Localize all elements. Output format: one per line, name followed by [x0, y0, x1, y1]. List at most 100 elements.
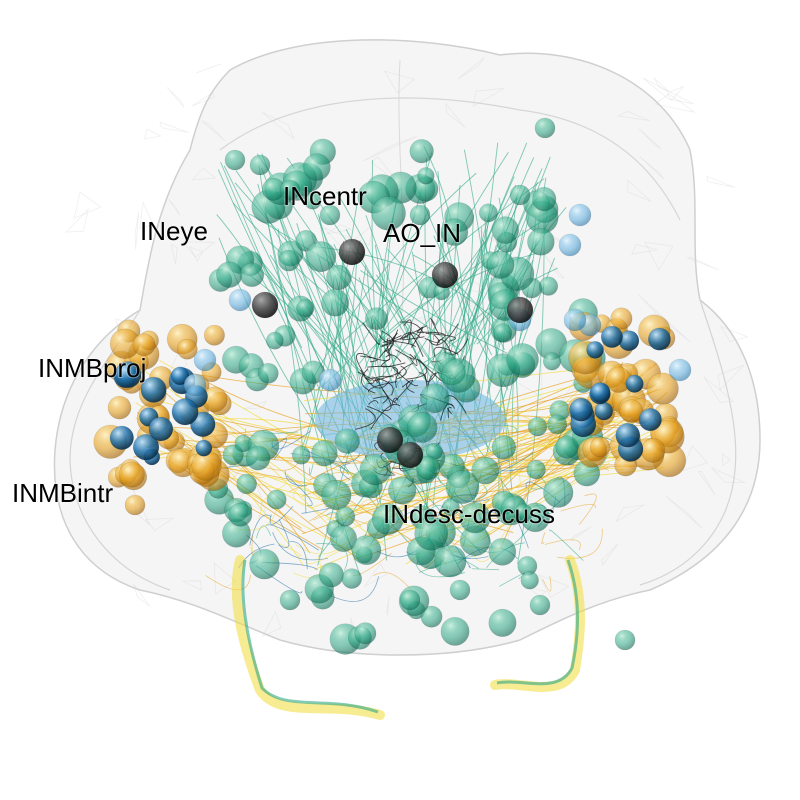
- mesh-facet: [639, 156, 665, 180]
- mesh-facet: [261, 111, 295, 140]
- soma-green: [224, 149, 246, 171]
- black-neurite: [376, 378, 398, 404]
- mesh-facet: [706, 175, 735, 188]
- black-neurite: [367, 381, 397, 393]
- label-inmbintr: INMBintr: [12, 478, 113, 508]
- black-neurite: [365, 377, 376, 381]
- soma-green: [440, 616, 470, 646]
- black-neurite: [401, 336, 425, 341]
- mesh-facet: [261, 610, 282, 638]
- soma-green: [506, 343, 539, 376]
- mesh-facet: [159, 121, 189, 133]
- black-neurite: [410, 327, 423, 348]
- soma-green: [538, 276, 559, 296]
- mesh-facet: [653, 77, 670, 93]
- black-neurite: [406, 359, 428, 380]
- black-neurite: [406, 332, 424, 358]
- soma-green: [509, 184, 531, 206]
- soma-orange: [176, 338, 198, 360]
- mesh-facet: [703, 376, 735, 403]
- soma-green: [291, 445, 311, 465]
- black-neurite: [368, 400, 379, 405]
- soma-blue: [590, 382, 611, 403]
- soma-light-blue: [318, 368, 342, 392]
- mesh-facet: [144, 517, 175, 531]
- soma-green: [547, 414, 568, 435]
- soma-green: [266, 489, 287, 510]
- neurite-mesh: [516, 520, 529, 549]
- soma-green: [614, 629, 636, 651]
- soma-light-blue: [558, 233, 582, 257]
- black-neurite: [400, 321, 424, 334]
- soma-green: [249, 548, 280, 580]
- black-neurite: [373, 396, 389, 404]
- soma-green: [265, 331, 284, 350]
- neurite-green: [334, 178, 545, 350]
- mesh-facet: [143, 128, 162, 140]
- mesh-facet: [133, 583, 151, 607]
- neurite-mesh: [265, 524, 320, 551]
- black-neurite: [425, 333, 456, 342]
- neurite-green: [359, 142, 528, 549]
- black-neurite: [399, 332, 421, 341]
- neurite-mesh: [339, 463, 351, 481]
- mesh-facet: [666, 85, 684, 102]
- neurite-mesh: [306, 548, 343, 565]
- black-neurite: [430, 318, 440, 335]
- soma-green: [236, 473, 257, 495]
- soma-green: [296, 299, 315, 318]
- mesh-facet: [134, 212, 140, 250]
- neurite-mesh: [542, 575, 552, 592]
- mesh-facet: [665, 495, 703, 529]
- neurite-mesh: [471, 568, 500, 571]
- soma-green: [415, 455, 441, 481]
- soma-green: [334, 428, 360, 454]
- soma-green: [257, 362, 279, 384]
- soma-green: [335, 506, 356, 527]
- soma-orange: [124, 494, 146, 516]
- brain-mesh-dome: [219, 97, 681, 221]
- mesh-facet: [182, 241, 216, 258]
- soma-light-blue: [563, 308, 587, 332]
- soma-green: [434, 545, 467, 578]
- neurite-mesh: [544, 539, 581, 550]
- cell-type-labels: INeye INcentr AO_IN INMBproj INMBintr IN…: [11, 180, 556, 530]
- mesh-facet: [654, 93, 695, 113]
- mesh-facet: [472, 87, 505, 108]
- soma-blue: [195, 439, 213, 457]
- soma-blue: [148, 416, 174, 442]
- soma-green: [440, 218, 469, 246]
- soma-green: [351, 535, 382, 566]
- soma-green: [279, 589, 301, 611]
- soma-light-blue: [228, 288, 252, 312]
- soma-green: [449, 579, 471, 601]
- soma-black: [431, 261, 459, 289]
- soma-green: [304, 192, 322, 210]
- soma-orange: [107, 395, 132, 420]
- mesh-facet: [476, 227, 498, 243]
- mesh-facet: [363, 135, 417, 162]
- mesh-facet: [721, 452, 732, 467]
- soma-black: [506, 296, 534, 324]
- soma-green: [399, 589, 421, 611]
- soma-green: [529, 594, 551, 616]
- label-inmbproj: INMBproj: [38, 353, 146, 383]
- mesh-facet: [697, 471, 716, 496]
- soma-green: [417, 167, 435, 185]
- soma-green: [354, 622, 377, 645]
- soma-green: [321, 479, 352, 511]
- black-neurite: [356, 353, 368, 376]
- soma-light-blue: [183, 373, 207, 397]
- soma-green: [216, 261, 243, 288]
- neurite-mesh: [293, 485, 305, 507]
- black-neurite: [433, 346, 459, 357]
- soma-green: [441, 498, 460, 517]
- mesh-facet: [189, 246, 204, 262]
- black-neurite: [367, 349, 391, 362]
- soma-green: [279, 179, 301, 201]
- mesh-facet: [326, 224, 353, 235]
- soma-green: [471, 456, 500, 485]
- soma-green: [249, 154, 271, 176]
